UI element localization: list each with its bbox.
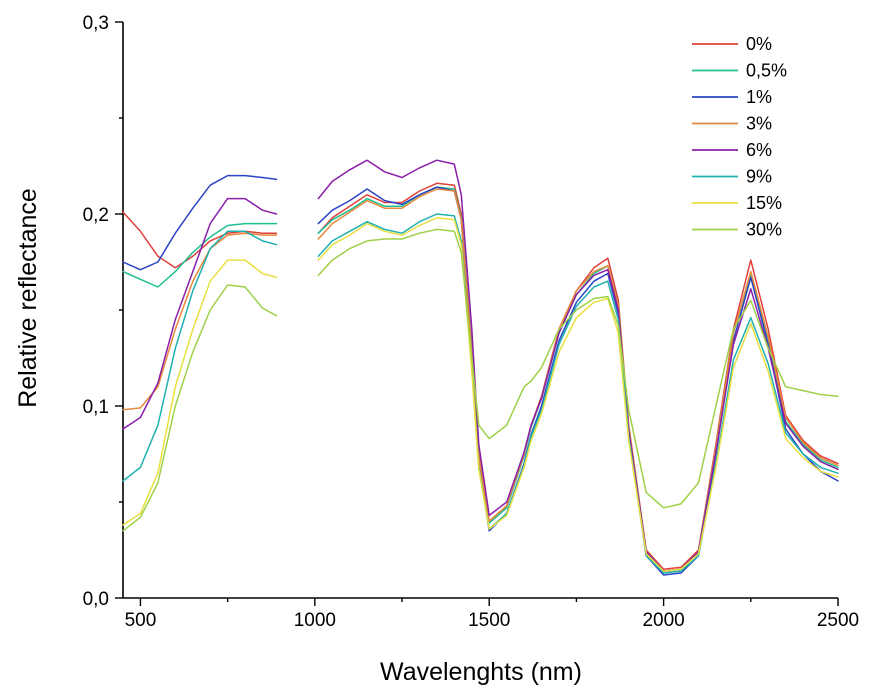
y-axis-label: Relative reflectance [14,188,42,408]
series-line [122,159,839,572]
ticks: 500 1000 1500 2000 2500 0,0 0,1 0,2 0,3 [83,13,860,631]
y-tick-label: 0,2 [83,205,109,226]
x-tick-label: 1000 [294,610,336,631]
legend-label: 1% [746,87,772,107]
series-line [122,217,839,572]
x-tick-label: 2500 [817,610,859,631]
legend-label: 9% [746,167,772,187]
y-tick-label: 0,3 [83,13,109,34]
legend-label: 30% [746,220,782,240]
legend-label: 15% [746,193,782,213]
series-line [122,213,839,574]
legend-label: 0,5% [746,61,787,81]
legend-label: 6% [746,140,772,160]
legend-label: 0% [746,34,772,54]
x-tick-label: 2000 [642,610,684,631]
x-tick-label: 500 [125,610,157,631]
x-tick-label: 1500 [468,610,510,631]
axes [122,22,838,599]
x-axis-label: Wavelenghts (nm) [380,658,582,686]
y-tick-label: 0,1 [83,397,109,418]
series [122,159,839,576]
series-line [122,228,839,532]
y-tick-label: 0,0 [83,589,109,610]
legend-label: 3% [746,114,772,134]
legend: 0% 0,5% 1% 3% 6% 9% 15% 30% [692,34,787,240]
